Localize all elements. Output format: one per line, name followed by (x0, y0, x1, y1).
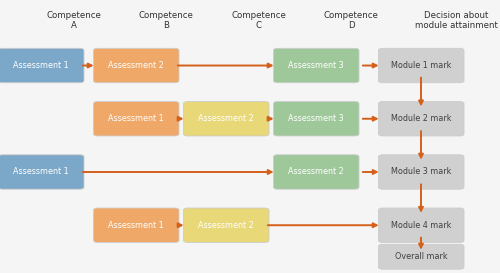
FancyBboxPatch shape (184, 208, 269, 242)
FancyBboxPatch shape (378, 208, 464, 242)
Text: Assessment 2: Assessment 2 (198, 221, 254, 230)
Text: Decision about
module attainment: Decision about module attainment (415, 11, 498, 30)
Text: Assessment 2: Assessment 2 (108, 61, 164, 70)
Text: Assessment 1: Assessment 1 (14, 61, 69, 70)
FancyBboxPatch shape (94, 102, 179, 136)
FancyBboxPatch shape (378, 155, 464, 189)
FancyBboxPatch shape (0, 48, 84, 83)
Text: Assessment 2: Assessment 2 (198, 114, 254, 123)
Text: Competence
B: Competence B (139, 11, 194, 30)
Text: Assessment 1: Assessment 1 (108, 114, 164, 123)
FancyBboxPatch shape (378, 48, 464, 83)
Text: Competence
D: Competence D (324, 11, 378, 30)
FancyBboxPatch shape (378, 102, 464, 136)
FancyBboxPatch shape (274, 102, 359, 136)
FancyBboxPatch shape (184, 102, 269, 136)
Text: Module 3 mark: Module 3 mark (391, 168, 452, 176)
Text: Competence
C: Competence C (232, 11, 286, 30)
Text: Overall mark: Overall mark (395, 252, 448, 261)
Text: Module 2 mark: Module 2 mark (391, 114, 452, 123)
Text: Assessment 1: Assessment 1 (108, 221, 164, 230)
Text: Assessment 3: Assessment 3 (288, 114, 344, 123)
Text: Assessment 2: Assessment 2 (288, 168, 344, 176)
Text: Assessment 1: Assessment 1 (14, 168, 69, 176)
Text: Competence
A: Competence A (46, 11, 101, 30)
FancyBboxPatch shape (94, 208, 179, 242)
FancyBboxPatch shape (0, 155, 84, 189)
Text: Module 4 mark: Module 4 mark (391, 221, 452, 230)
FancyBboxPatch shape (274, 155, 359, 189)
FancyBboxPatch shape (94, 48, 179, 83)
Text: Module 1 mark: Module 1 mark (391, 61, 452, 70)
FancyBboxPatch shape (378, 244, 464, 269)
Text: Assessment 3: Assessment 3 (288, 61, 344, 70)
FancyBboxPatch shape (274, 48, 359, 83)
